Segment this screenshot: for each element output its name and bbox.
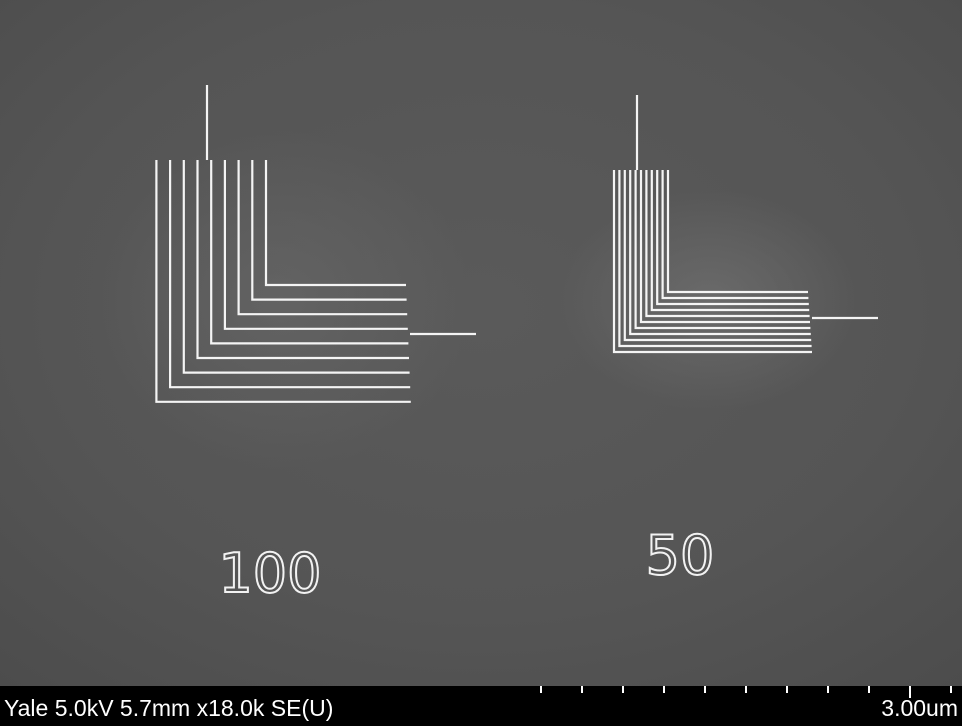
- page: 100 50 Yale 5.0kV 5.7mm x18.0k SE(U) 3.0…: [0, 0, 962, 726]
- glow: [560, 190, 860, 410]
- settings-text: Yale 5.0kV 5.7mm x18.0k SE(U): [4, 695, 333, 721]
- scale-text: 3.00um: [881, 695, 958, 721]
- pattern-label: 100: [218, 542, 321, 605]
- sem-image: 100 50 Yale 5.0kV 5.7mm x18.0k SE(U) 3.0…: [0, 0, 962, 726]
- pattern-label: 50: [646, 524, 715, 587]
